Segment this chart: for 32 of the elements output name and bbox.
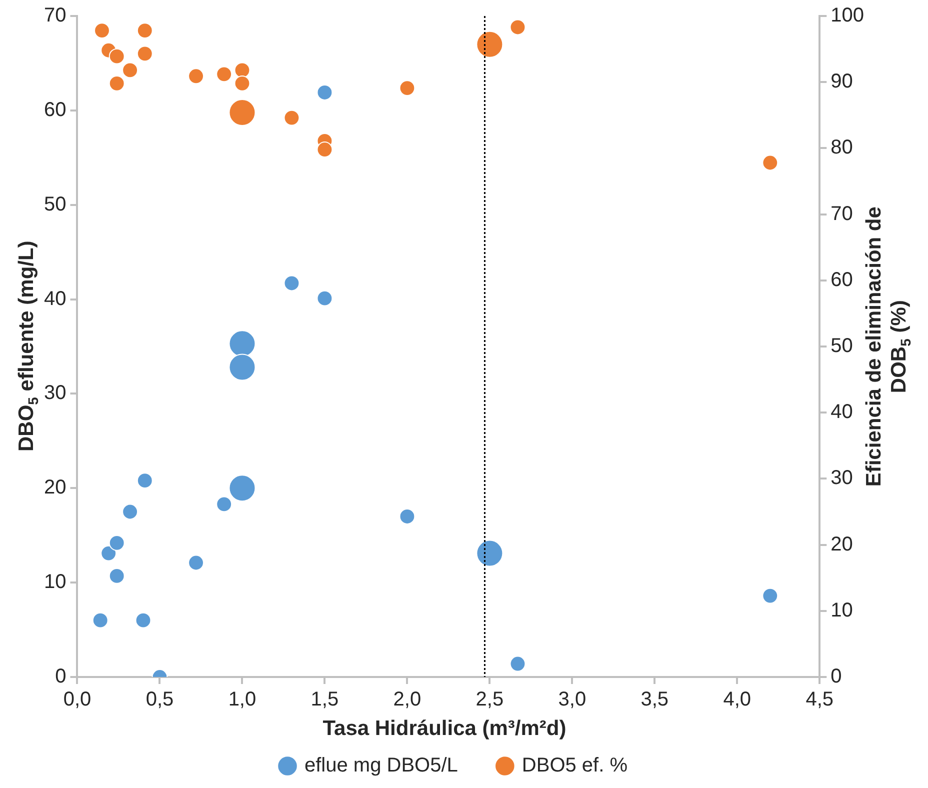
y-tick-label: 10: [44, 571, 66, 594]
y2-tick-label: 10: [830, 599, 853, 622]
x-tick-label: 3,5: [640, 688, 669, 711]
y2-tick-label: 20: [830, 533, 853, 556]
y-tick-label: 0: [55, 666, 66, 688]
x-tick-label: 4,5: [806, 688, 834, 711]
y2-tick-label: 30: [830, 467, 853, 490]
y-tick-label: 50: [44, 193, 66, 216]
y2-tick-label: 40: [830, 401, 853, 424]
legend-label: DBO5 ef. %: [522, 754, 628, 777]
y-tick-label: 70: [44, 4, 66, 27]
y-tick-label: 60: [44, 98, 66, 121]
y2-tick-label: 60: [830, 268, 853, 291]
x-tick-label: 2,0: [393, 688, 422, 711]
y-tick-label: 40: [44, 288, 66, 310]
y2-tick-label: 90: [830, 70, 853, 93]
x-tick-label: 0,5: [146, 688, 174, 711]
x-tick-label: 3,0: [558, 688, 586, 711]
x-tick-label: 4,0: [723, 688, 752, 711]
x-tick-label: 1,0: [228, 688, 256, 711]
legend-label: eflue mg DBO5/L: [304, 754, 458, 777]
x-tick-label: 1,5: [310, 688, 339, 711]
y2-tick-label: 0: [830, 666, 842, 688]
y2-tick-label: 50: [830, 335, 853, 358]
x-tick-label: 0,0: [63, 688, 92, 711]
y2-tick-label: 100: [830, 4, 864, 27]
x-tick-label: 2,5: [476, 688, 504, 711]
y-tick-label: 20: [44, 476, 66, 499]
x-axis-title: Tasa Hidráulica (m³/m²d): [322, 716, 568, 741]
y-tick-label: 30: [44, 382, 66, 404]
y2-tick-label: 70: [830, 202, 853, 225]
y2-tick-label: 80: [830, 136, 853, 159]
